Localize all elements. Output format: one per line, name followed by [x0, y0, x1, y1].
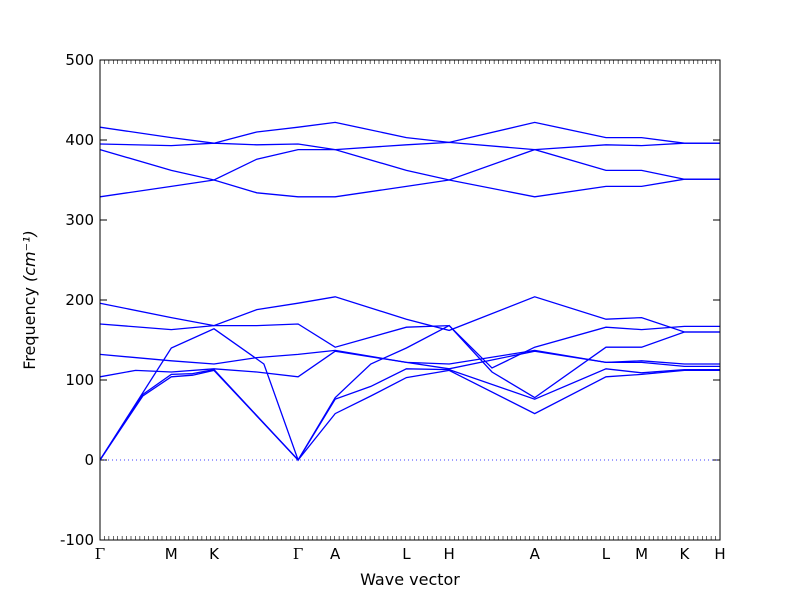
x-tick-label: H	[714, 545, 725, 563]
phonon-band-7	[99, 296, 720, 333]
x-tick-label: M	[635, 545, 648, 563]
phonon-band-1	[99, 369, 720, 461]
y-tick-label: -100	[60, 531, 94, 549]
phonon-band-9	[99, 148, 720, 181]
x-tick-label: L	[402, 545, 411, 563]
phonon-band-11	[99, 121, 720, 144]
x-tick-label: A	[330, 545, 341, 563]
x-tick-label: K	[679, 545, 690, 563]
y-axis-label: Frequency (cm⁻¹)	[20, 230, 39, 369]
plot-frame	[99, 59, 721, 541]
y-tick-label: 0	[84, 451, 94, 469]
plot-area: -100 0 100 200 300 400 500 Γ M K Γ A L H A L M K H	[60, 51, 726, 563]
phonon-band-5	[99, 349, 720, 365]
x-tick-label: M	[165, 545, 178, 563]
y-tick-label: 200	[65, 291, 94, 309]
phonon-band-10	[99, 141, 720, 151]
x-axis-label: Wave vector	[360, 570, 460, 589]
phonon-band-2	[99, 368, 720, 462]
y-axis: Frequency (cm⁻¹)	[20, 230, 39, 369]
y-tick-label: 100	[65, 371, 94, 389]
phonon-band-8	[99, 178, 720, 198]
x-tick-label: A	[530, 545, 541, 563]
x-tick-label: K	[209, 545, 220, 563]
y-tick-label: 500	[65, 51, 94, 69]
x-tick-label: Γ	[293, 545, 303, 563]
x-tick-label: L	[602, 545, 611, 563]
y-tick-label: 300	[65, 211, 94, 229]
y-tick-label: 400	[65, 131, 94, 149]
phonon-band-6	[99, 323, 720, 369]
x-tick-label: Γ	[95, 545, 105, 563]
phonon-band-3	[99, 324, 720, 462]
x-tick-label: H	[444, 545, 455, 563]
